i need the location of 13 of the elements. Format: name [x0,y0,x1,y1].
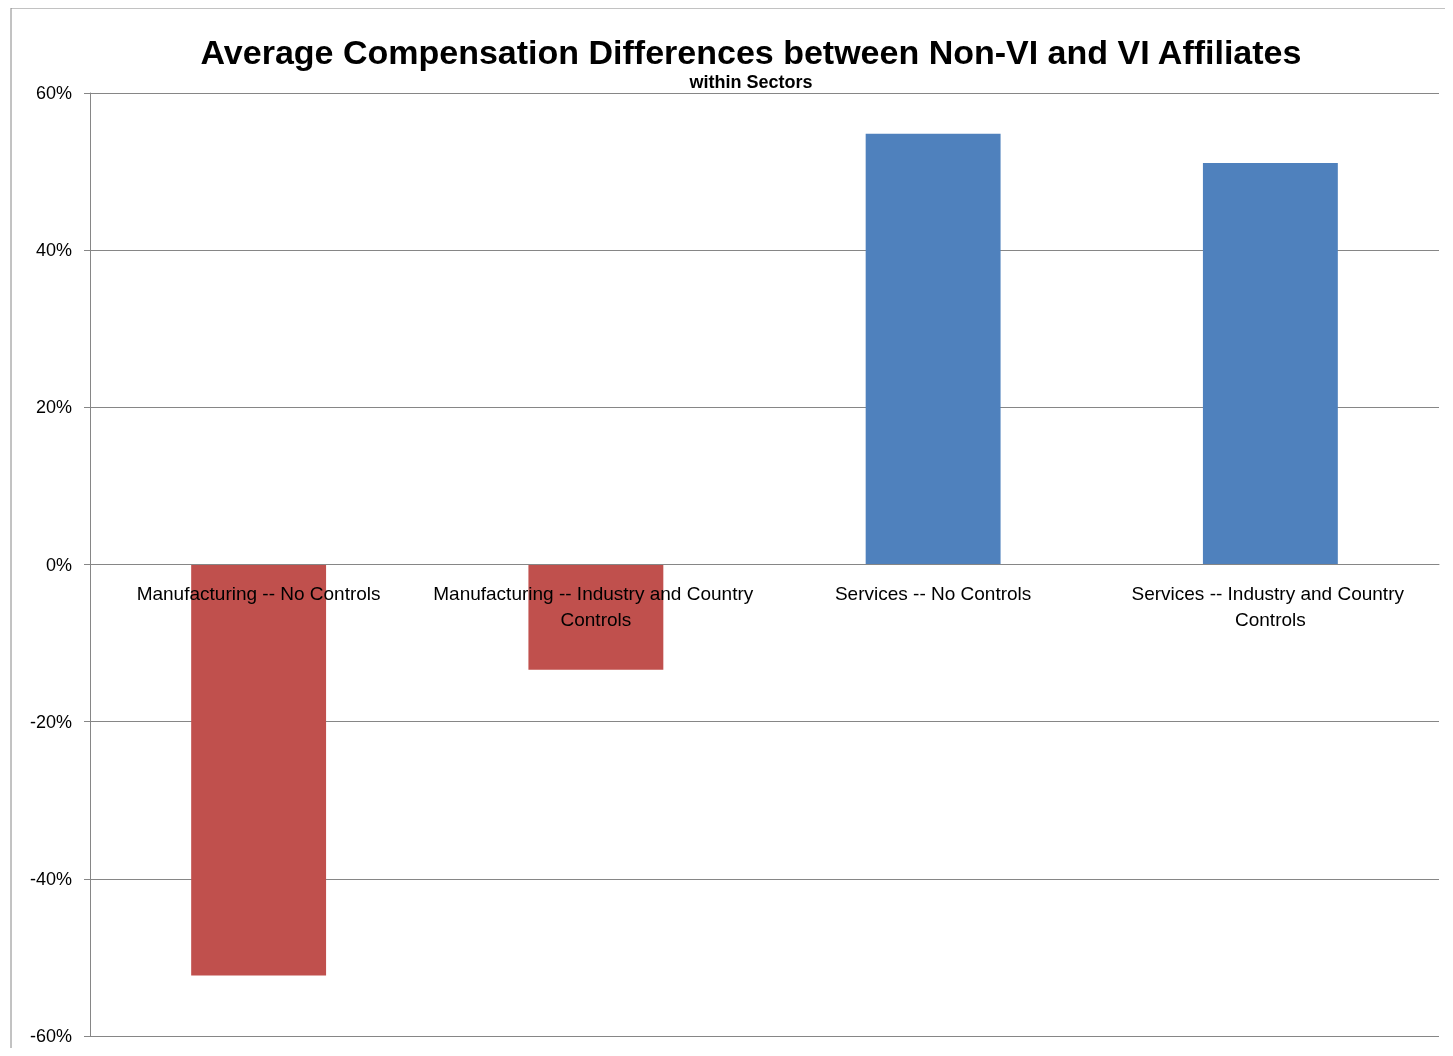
x-tick-label: Services -- Industry and Country Controls [1131,583,1410,630]
y-tick-label: -20% [29,711,72,732]
y-tick-label: 40% [35,240,72,261]
y-tick-label: 60% [35,83,72,103]
x-tick-label: Services -- No Controls [834,583,1032,604]
bar [1202,162,1338,565]
y-tick-label: -60% [29,1026,72,1046]
chart-subtitle: within Sectors [688,72,813,92]
bar [865,133,1001,565]
y-tick-label: -40% [29,868,72,889]
y-tick-label: 0% [45,554,72,575]
y-tick-label: 20% [35,397,72,418]
chart-title: Average Compensation Differences between Non-VI and VI Affiliates [200,33,1302,71]
